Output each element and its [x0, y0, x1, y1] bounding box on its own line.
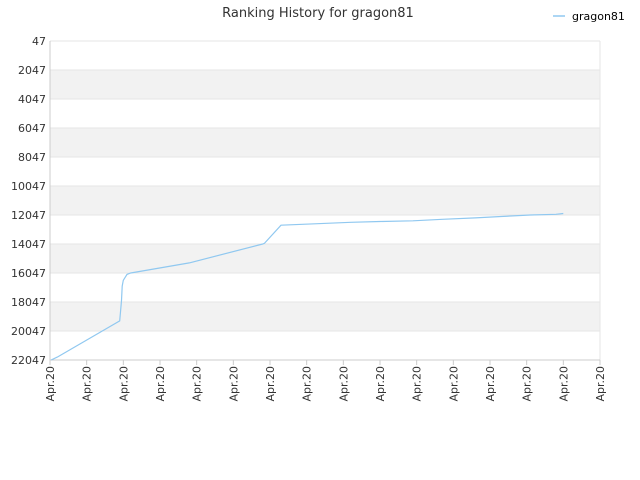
legend-label-gragon81[interactable]: gragon81 [572, 10, 625, 23]
x-tick-label: Apr.20 [44, 366, 57, 402]
grid-lines [49, 40, 601, 361]
x-tick-label: Apr.20 [594, 366, 607, 402]
x-tick-label: Apr.20 [374, 366, 387, 402]
x-tick-label: Apr.20 [81, 366, 94, 402]
y-tick-label: 4047 [18, 93, 46, 106]
x-tick-label: Apr.20 [117, 366, 130, 402]
y-tick-label: 10047 [11, 180, 46, 193]
grid-band [50, 244, 600, 273]
y-tick-label: 47 [32, 35, 46, 48]
x-tick-label: Apr.20 [301, 366, 314, 402]
chart-title: Ranking History for gragon81 [222, 6, 414, 21]
x-tick-label: Apr.20 [484, 366, 497, 402]
y-tick-label: 8047 [18, 151, 46, 164]
y-tick-label: 14047 [11, 238, 46, 251]
y-tick-label: 22047 [11, 354, 46, 367]
legend[interactable]: gragon81 [553, 10, 625, 23]
y-tick-label: 2047 [18, 64, 46, 77]
y-tick-label: 16047 [11, 267, 46, 280]
x-tick-label: Apr.20 [191, 366, 204, 402]
grid-band [50, 302, 600, 331]
x-tick-label: Apr.20 [227, 366, 240, 402]
x-tick-label: Apr.20 [521, 366, 534, 402]
x-tick-label: Apr.20 [447, 366, 460, 402]
y-tick-label: 12047 [11, 209, 46, 222]
grid-band [50, 70, 600, 99]
y-tick-label: 6047 [18, 122, 46, 135]
grid-band [50, 186, 600, 215]
series-layer [50, 212, 564, 361]
x-tick-label: Apr.20 [264, 366, 277, 402]
grid-band [50, 128, 600, 157]
x-tick-label: Apr.20 [557, 366, 570, 402]
series-line-gragon81 [50, 212, 564, 361]
x-tick-label: Apr.20 [337, 366, 350, 402]
x-tick-label: Apr.20 [154, 366, 167, 402]
alternating-bands [50, 70, 600, 331]
y-tick-label: 18047 [11, 296, 46, 309]
y-axis-ticks: 47 2047 4047 6047 8047 10047 12047 14047 16047 18… [11, 35, 46, 367]
x-axis-ticks: Apr.20 Apr.20 Apr.20 Apr.20 Apr.20 Apr.20 Apr.… [44, 360, 607, 402]
x-tick-label: Apr.20 [411, 366, 424, 402]
y-tick-label: 20047 [11, 325, 46, 338]
